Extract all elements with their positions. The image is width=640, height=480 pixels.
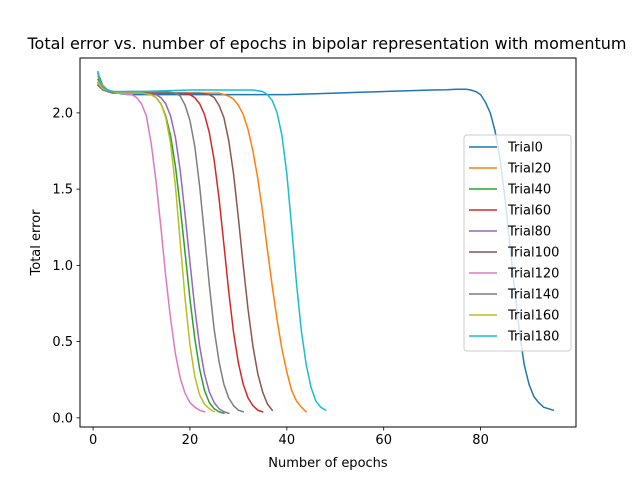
y-tick-label: 0.5 xyxy=(52,335,73,350)
x-tick-label: 0 xyxy=(89,433,97,448)
legend-label-trial140: Trial140 xyxy=(507,288,559,303)
plot-frame xyxy=(79,57,577,428)
legend-label-trial0: Trial0 xyxy=(507,141,543,156)
y-tick-label: 0.0 xyxy=(52,411,73,426)
legend-label-trial120: Trial120 xyxy=(507,267,559,282)
y-tick-label: 1.0 xyxy=(52,259,73,274)
series-layer xyxy=(96,70,555,415)
x-axis: 0 20 40 60 80 xyxy=(89,427,489,448)
legend-label-trial80: Trial80 xyxy=(507,225,551,240)
legend-label-trial40: Trial40 xyxy=(507,183,551,198)
x-tick-label: 40 xyxy=(279,433,296,448)
chart-title: Total error vs. number of epochs in bipo… xyxy=(27,34,627,53)
y-tick-label: 1.5 xyxy=(52,183,73,198)
y-axis-label: Total error xyxy=(29,209,44,277)
legend-label-trial20: Trial20 xyxy=(507,162,551,177)
legend-label-trial160: Trial160 xyxy=(507,309,559,324)
y-axis: 0.0 0.5 1.0 1.5 2.0 xyxy=(52,106,80,426)
legend: Trial0 Trial20 Trial40 Trial60 Trial80 Trial1… xyxy=(463,134,572,352)
x-tick-label: 20 xyxy=(182,433,199,448)
x-axis-label: Number of epochs xyxy=(268,456,388,471)
legend-label-trial180: Trial180 xyxy=(507,330,559,345)
y-tick-label: 2.0 xyxy=(52,106,73,121)
x-tick-label: 80 xyxy=(472,433,489,448)
x-tick-label: 60 xyxy=(375,433,392,448)
legend-label-trial60: Trial60 xyxy=(507,204,551,219)
legend-label-trial100: Trial100 xyxy=(507,246,559,261)
series-line-trial180 xyxy=(97,70,327,412)
